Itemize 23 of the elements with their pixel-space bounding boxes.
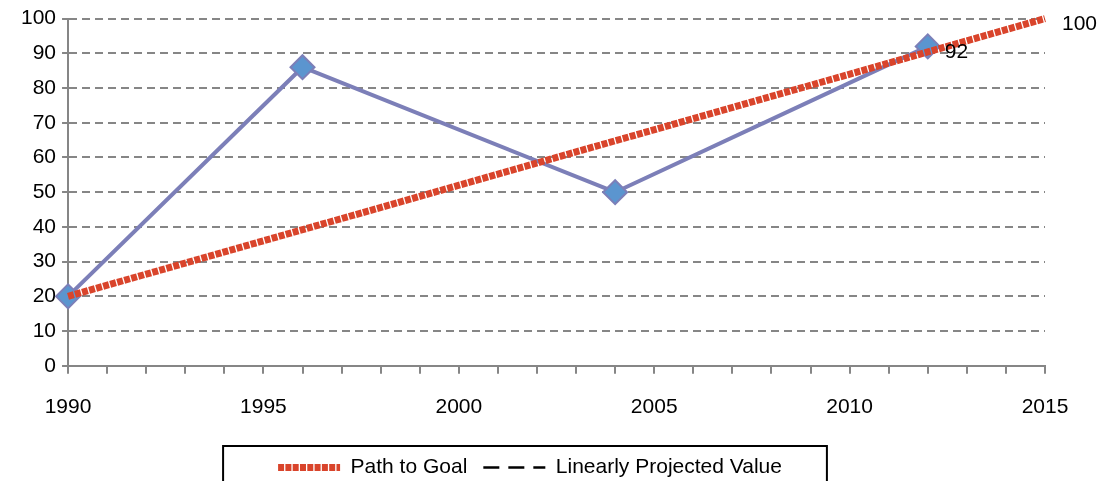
x-tick-label: 2000 — [435, 394, 483, 418]
data-label: 92 — [944, 39, 969, 63]
legend-label: Linearly Projected Value — [555, 454, 782, 478]
y-tick-label: 70 — [32, 109, 57, 133]
x-tick-label: 1995 — [240, 394, 287, 418]
point — [289, 54, 316, 81]
y-tick-label: 80 — [32, 74, 57, 98]
y-tick-label: 60 — [32, 144, 57, 168]
data-label: 100 — [1062, 11, 1098, 35]
y-tick-label: 0 — [44, 352, 57, 376]
x-tick-label: 1990 — [44, 394, 92, 418]
y-tick-label: 90 — [32, 40, 57, 64]
x-tick-label: 2005 — [630, 394, 678, 418]
legend-label: Path to Goal — [350, 454, 468, 478]
y-tick-label: 20 — [32, 283, 57, 307]
y-tick-label: 50 — [32, 179, 57, 202]
x-tick-label: 2010 — [826, 394, 873, 418]
y-tick-label: 40 — [32, 213, 57, 237]
y-tick-label: 10 — [32, 317, 57, 341]
point — [602, 179, 629, 206]
y-tick-label: 30 — [32, 248, 57, 272]
y-tick-label: 100 — [20, 5, 57, 29]
x-tick-label: 2015 — [1021, 394, 1069, 418]
